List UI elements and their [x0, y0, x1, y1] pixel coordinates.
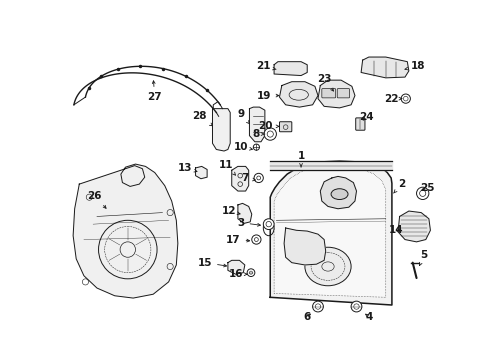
- Text: 9: 9: [237, 109, 249, 124]
- Polygon shape: [397, 211, 429, 242]
- Polygon shape: [270, 161, 391, 305]
- Text: 8: 8: [251, 129, 264, 139]
- Circle shape: [254, 173, 263, 183]
- Ellipse shape: [305, 247, 350, 286]
- Polygon shape: [195, 166, 207, 179]
- Circle shape: [264, 128, 276, 140]
- Circle shape: [263, 219, 274, 230]
- Polygon shape: [279, 82, 317, 107]
- Circle shape: [251, 235, 261, 244]
- Text: 18: 18: [404, 61, 425, 71]
- Polygon shape: [270, 161, 391, 170]
- FancyBboxPatch shape: [337, 89, 349, 98]
- Polygon shape: [227, 260, 244, 274]
- Text: 24: 24: [359, 112, 373, 122]
- Text: 7: 7: [241, 173, 255, 183]
- Text: 2: 2: [393, 179, 405, 193]
- Polygon shape: [274, 62, 306, 76]
- Text: 26: 26: [87, 191, 106, 208]
- Text: 23: 23: [316, 73, 333, 91]
- Polygon shape: [212, 109, 230, 151]
- Text: 6: 6: [303, 311, 310, 321]
- Text: 20: 20: [258, 121, 278, 131]
- Ellipse shape: [330, 189, 347, 199]
- Polygon shape: [360, 57, 408, 78]
- Text: 16: 16: [229, 269, 246, 279]
- Text: 13: 13: [178, 163, 197, 173]
- Circle shape: [246, 269, 254, 276]
- Polygon shape: [249, 107, 264, 142]
- Polygon shape: [238, 203, 251, 223]
- Text: 5: 5: [419, 250, 427, 266]
- Text: 27: 27: [147, 81, 162, 102]
- FancyBboxPatch shape: [279, 122, 291, 132]
- Text: 3: 3: [237, 217, 260, 228]
- Text: 14: 14: [387, 225, 402, 235]
- Text: 22: 22: [383, 94, 401, 104]
- FancyBboxPatch shape: [321, 89, 335, 98]
- Circle shape: [400, 94, 409, 103]
- Text: 28: 28: [192, 111, 212, 126]
- Text: 1: 1: [297, 152, 304, 167]
- Circle shape: [312, 301, 323, 312]
- Text: 4: 4: [365, 311, 372, 321]
- FancyBboxPatch shape: [355, 118, 364, 130]
- Text: 21: 21: [256, 61, 276, 71]
- Polygon shape: [73, 164, 178, 298]
- Text: 15: 15: [197, 258, 226, 267]
- Text: 11: 11: [219, 160, 235, 175]
- Text: 10: 10: [233, 142, 252, 152]
- Polygon shape: [274, 165, 385, 297]
- Polygon shape: [231, 166, 248, 191]
- Circle shape: [350, 301, 361, 312]
- Polygon shape: [284, 228, 325, 265]
- Polygon shape: [317, 80, 354, 108]
- Polygon shape: [320, 176, 356, 209]
- Circle shape: [416, 187, 428, 199]
- Text: 19: 19: [256, 91, 278, 100]
- Text: 25: 25: [419, 183, 434, 193]
- Text: 12: 12: [221, 206, 240, 216]
- Text: 17: 17: [225, 235, 249, 244]
